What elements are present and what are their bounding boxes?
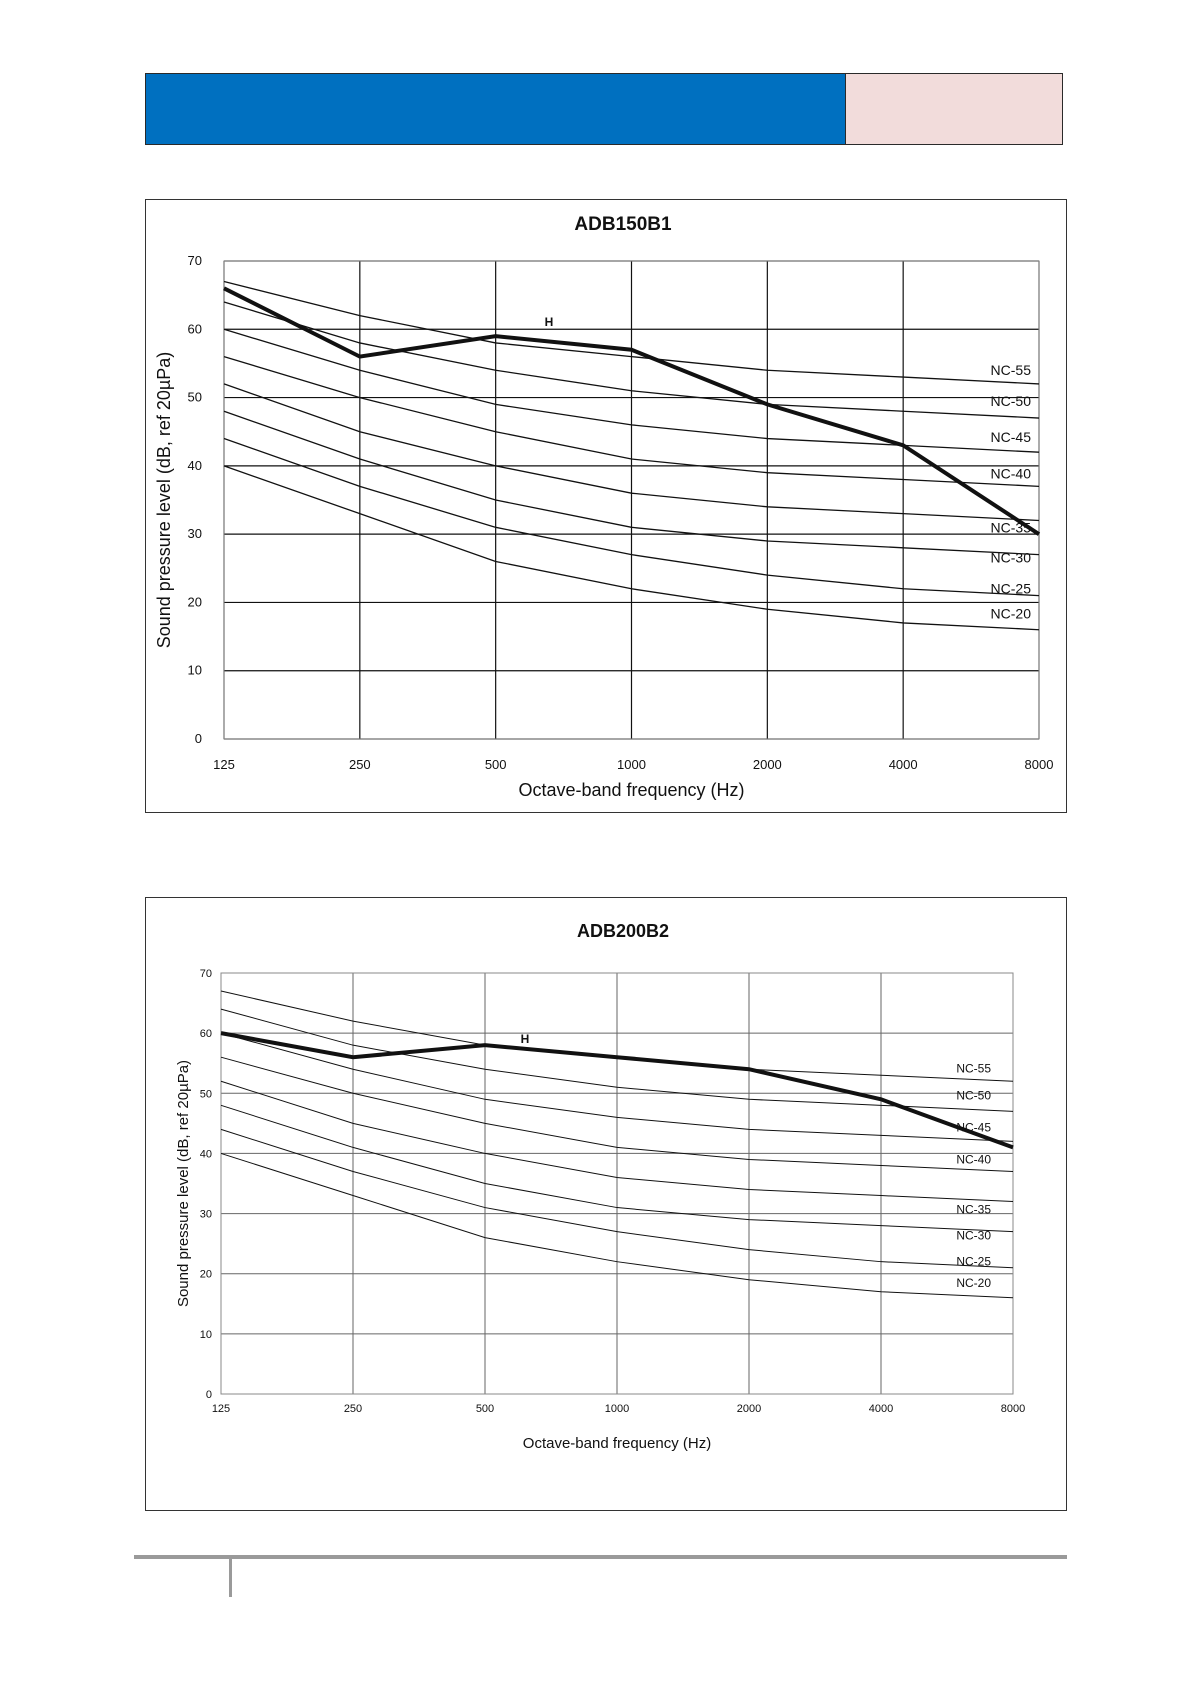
y-tick-label: 70 — [200, 968, 212, 980]
series-nc-20-line — [220, 1152, 1014, 1299]
series-nc-35-line — [220, 1080, 1014, 1203]
series-nc-40-line — [220, 1056, 1014, 1172]
y-tick-label: 0 — [195, 731, 202, 746]
series-nc-40-line — [223, 355, 1040, 487]
x-tick-label: 500 — [476, 1403, 494, 1415]
series-nc-20-label: NC-20 — [991, 606, 1032, 622]
y-tick-label: 50 — [200, 1088, 212, 1100]
series-nc-25-line — [220, 1128, 1014, 1269]
y-tick-label: 60 — [200, 1028, 212, 1040]
series-nc-55-label: NC-55 — [956, 1061, 991, 1075]
chart-title: ADB200B2 — [577, 921, 669, 941]
header-pink-box — [845, 74, 1062, 144]
header-blue-band — [146, 74, 845, 144]
series-nc-40-label: NC-40 — [956, 1152, 991, 1166]
x-tick-label: 2000 — [737, 1403, 761, 1415]
chart-adb150b1-plot: ADB150B1 0 10 20 30 40 50 60 70 125 250 500 1000 2000… — [154, 214, 1054, 800]
chart-adb200b2-plot: ADB200B2 0 10 20 30 40 50 60 70 125 250 500 1000 2000… — [175, 921, 1025, 1452]
footer-rule — [134, 1555, 1067, 1559]
x-tick-label: 8000 — [1001, 1403, 1025, 1415]
series-nc-45-label: NC-45 — [991, 429, 1032, 445]
y-tick-label: 20 — [200, 1269, 212, 1281]
x-tick-label: 250 — [344, 1403, 362, 1415]
x-tick-label: 125 — [212, 1403, 230, 1415]
header-bar — [145, 73, 1063, 145]
y-tick-label: 70 — [188, 253, 202, 268]
series-nc-25-line — [223, 437, 1040, 597]
x-tick-label: 1000 — [605, 1403, 629, 1415]
y-tick-label: 50 — [188, 390, 202, 405]
chart-title: ADB150B1 — [574, 214, 672, 235]
x-tick-label: 500 — [485, 757, 507, 772]
y-tick-label: 10 — [188, 663, 202, 678]
y-tick-label: 10 — [200, 1329, 212, 1341]
x-axis-label: Octave-band frequency (Hz) — [518, 780, 744, 800]
x-tick-label: 8000 — [1025, 757, 1054, 772]
chart-adb200b2: ADB200B2 0 10 20 30 40 50 60 70 125 250 500 1000 2000… — [145, 897, 1067, 1511]
y-tick-label: 60 — [188, 321, 202, 336]
series-nc-25-label: NC-25 — [991, 581, 1032, 597]
series-nc-50-label: NC-50 — [956, 1088, 991, 1102]
series-nc-55-line — [223, 280, 1040, 385]
series-h-label: H — [521, 1032, 530, 1046]
series-nc-55-label: NC-55 — [991, 362, 1032, 378]
series-nc-50-label: NC-50 — [991, 393, 1032, 409]
y-axis-label: Sound pressure level (dB, ref 20µPa) — [175, 1060, 192, 1307]
y-axis-label: Sound pressure level (dB, ref 20µPa) — [154, 352, 174, 649]
x-axis-label: Octave-band frequency (Hz) — [523, 1435, 711, 1452]
series-h-label: H — [545, 315, 554, 329]
x-tick-label: 4000 — [889, 757, 918, 772]
plot-area — [220, 972, 1014, 1395]
x-tick-label: 2000 — [753, 757, 782, 772]
series-nc-35-label: NC-35 — [956, 1203, 991, 1217]
series-nc-25-label: NC-25 — [956, 1255, 991, 1269]
y-tick-label: 30 — [188, 526, 202, 541]
chart-adb150b1: ADB150B1 0 10 20 30 40 50 60 70 125 250 500 1000 2000… — [145, 199, 1067, 813]
y-tick-label: 40 — [188, 458, 202, 473]
series-nc-40-label: NC-40 — [991, 465, 1032, 481]
x-tick-label: 1000 — [617, 757, 646, 772]
y-tick-label: 30 — [200, 1209, 212, 1221]
series-nc-20-label: NC-20 — [956, 1276, 991, 1290]
x-tick-label: 4000 — [869, 1403, 893, 1415]
series-nc-50-line — [220, 1008, 1014, 1112]
x-tick-label: 125 — [213, 757, 235, 772]
series-nc-45-line — [220, 1032, 1014, 1142]
series-h-line — [223, 286, 1041, 536]
y-tick-label: 0 — [206, 1389, 212, 1401]
footer-tick — [229, 1559, 232, 1597]
y-tick-label: 20 — [188, 594, 202, 609]
series-nc-50-line — [223, 301, 1040, 419]
series-nc-20-line — [223, 465, 1040, 631]
series-nc-30-label: NC-30 — [956, 1229, 991, 1243]
series-nc-30-line — [220, 1104, 1014, 1233]
y-tick-label: 40 — [200, 1148, 212, 1160]
series-nc-35-label: NC-35 — [991, 519, 1032, 535]
series-nc-35-line — [223, 383, 1040, 522]
plot-area — [223, 260, 1040, 740]
series-nc-30-label: NC-30 — [991, 550, 1032, 566]
series-nc-30-line — [223, 410, 1040, 556]
series-h-line — [220, 1031, 1014, 1150]
x-tick-label: 250 — [349, 757, 371, 772]
